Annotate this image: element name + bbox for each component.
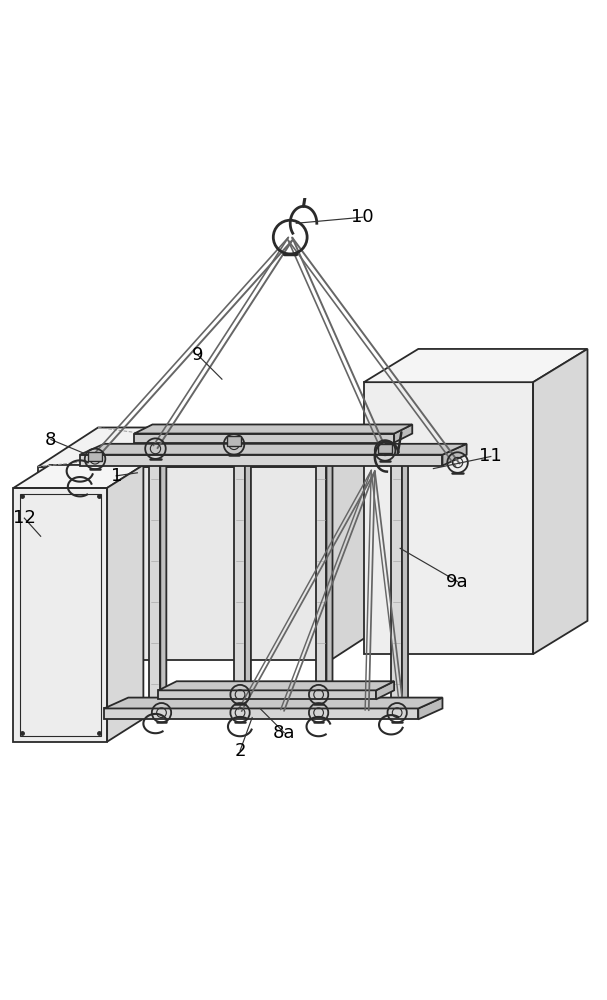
Polygon shape: [402, 451, 408, 708]
Polygon shape: [104, 698, 443, 708]
Polygon shape: [134, 434, 394, 443]
Polygon shape: [394, 424, 412, 443]
Polygon shape: [149, 455, 160, 708]
Polygon shape: [104, 708, 418, 719]
Polygon shape: [245, 451, 251, 708]
Text: 10: 10: [351, 208, 374, 226]
Polygon shape: [88, 452, 103, 461]
Polygon shape: [378, 444, 392, 453]
Polygon shape: [38, 427, 391, 467]
Polygon shape: [13, 465, 143, 488]
Text: 11: 11: [480, 447, 502, 465]
Polygon shape: [80, 455, 443, 466]
Polygon shape: [227, 436, 241, 446]
Text: 9a: 9a: [446, 573, 469, 591]
Polygon shape: [13, 488, 107, 742]
Polygon shape: [107, 465, 143, 742]
Polygon shape: [327, 451, 333, 708]
Polygon shape: [38, 467, 331, 660]
Text: 8a: 8a: [273, 724, 296, 742]
Polygon shape: [418, 698, 443, 719]
Polygon shape: [80, 444, 467, 455]
Polygon shape: [158, 681, 394, 690]
Polygon shape: [443, 444, 467, 466]
Text: 1: 1: [110, 467, 122, 485]
Polygon shape: [533, 349, 588, 654]
Text: 8: 8: [46, 431, 56, 449]
Text: 2: 2: [234, 742, 246, 760]
Polygon shape: [391, 455, 402, 708]
Polygon shape: [134, 424, 412, 434]
Text: 12: 12: [13, 509, 36, 527]
Polygon shape: [160, 451, 166, 708]
Text: 9: 9: [192, 346, 203, 364]
Polygon shape: [316, 455, 327, 708]
Polygon shape: [364, 382, 533, 654]
Polygon shape: [331, 427, 391, 660]
Polygon shape: [376, 681, 394, 699]
Polygon shape: [234, 455, 245, 708]
Polygon shape: [158, 690, 376, 699]
Polygon shape: [364, 349, 588, 382]
